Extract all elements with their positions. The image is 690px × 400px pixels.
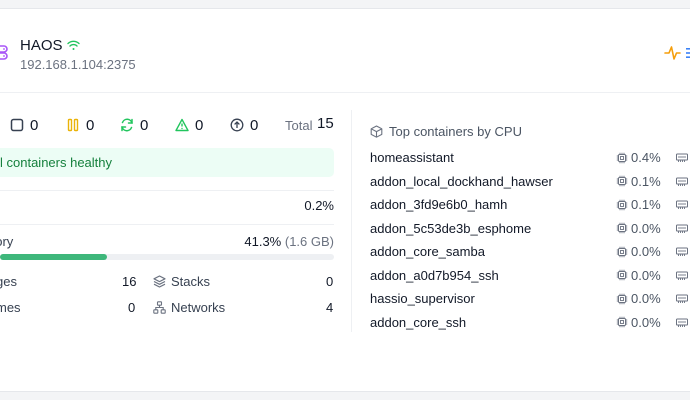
- volumes-count: 0: [128, 300, 136, 315]
- container-cpu: 0.0%: [616, 244, 661, 259]
- container-name[interactable]: hassio_supervisor: [370, 291, 475, 306]
- volumes-label[interactable]: mes: [0, 300, 21, 315]
- cpu-icon: [616, 175, 628, 187]
- container-cpu-value: 0.4%: [631, 150, 661, 165]
- memory-value: 41.3% (1.6 GB): [244, 234, 334, 249]
- container-name[interactable]: addon_a0d7b954_ssh: [370, 267, 499, 283]
- paused-stat[interactable]: 0: [66, 115, 94, 135]
- refresh-icon: [121, 118, 133, 132]
- pending-stat[interactable]: 0: [230, 115, 258, 135]
- cpu-icon: [616, 152, 628, 163]
- container-cpu: 0.0%: [616, 315, 661, 330]
- images-count: 16: [122, 274, 137, 289]
- top-containers-title: Top containers by CPU: [370, 124, 522, 139]
- container-cpu-value: 0.0%: [631, 314, 661, 330]
- pause-icon: [67, 118, 79, 132]
- health-banner: l containers healthy: [0, 148, 334, 177]
- restarting-count: 0: [140, 116, 149, 134]
- memory-label: nory: [0, 234, 14, 249]
- container-row[interactable]: addon_core_ssh 0.0%: [370, 315, 690, 335]
- container-row[interactable]: addon_3fd9e6b0_hamh 0.1%: [370, 197, 690, 217]
- host-address: 192.168.1.104:2375: [20, 57, 136, 72]
- cpu-icon: [616, 293, 628, 304]
- memory-icon: [676, 177, 688, 186]
- memory-bar: [0, 254, 334, 260]
- memory-icon: [676, 247, 688, 256]
- health-text: l containers healthy: [0, 155, 113, 170]
- restarting-stat[interactable]: 0: [120, 115, 148, 135]
- container-cpu: 0.0%: [616, 268, 661, 283]
- networks-count: 4: [326, 300, 334, 315]
- top-containers-title-text: Top containers by CPU: [389, 124, 522, 139]
- stacks-count: 0: [326, 274, 334, 289]
- container-cpu-value: 0.0%: [631, 244, 661, 259]
- container-cpu-value: 0.1%: [631, 173, 661, 189]
- container-name[interactable]: addon_core_ssh: [370, 314, 467, 330]
- square-icon: [10, 118, 24, 132]
- memory-icon: [676, 318, 688, 327]
- stopped-stat[interactable]: 0: [10, 115, 38, 135]
- unhealthy-stat[interactable]: 0: [175, 115, 203, 135]
- container-row[interactable]: addon_a0d7b954_ssh 0.0%: [370, 268, 690, 288]
- alert-triangle-icon: [175, 118, 189, 132]
- container-name[interactable]: addon_local_dockhand_hawser: [370, 173, 553, 189]
- layers-icon: [153, 275, 166, 288]
- paused-count: 0: [86, 116, 95, 134]
- arrow-up-circle-icon: [230, 118, 244, 132]
- cpu-icon: [616, 269, 628, 281]
- cpu-icon: [616, 222, 628, 234]
- divider: [0, 190, 334, 191]
- container-cpu: 0.1%: [616, 174, 661, 189]
- divider: [0, 224, 334, 225]
- stacks-label[interactable]: Stacks: [171, 274, 211, 289]
- memory-amount: (1.6 GB): [284, 234, 334, 249]
- memory-icon: [676, 200, 688, 209]
- column-divider: [351, 110, 352, 332]
- unhealthy-count: 0: [195, 116, 204, 134]
- cpu-icon: [616, 316, 628, 328]
- wifi-icon: [67, 40, 80, 50]
- container-row[interactable]: hassio_supervisor 0.0%: [370, 291, 690, 311]
- networks-label[interactable]: Networks: [171, 300, 226, 315]
- server-icon: [0, 45, 8, 60]
- memory-icon: [676, 224, 688, 233]
- box-icon: [370, 125, 383, 138]
- container-cpu-value: 0.1%: [631, 197, 661, 212]
- container-row[interactable]: addon_local_dockhand_hawser 0.1%: [370, 174, 690, 194]
- stopped-count: 0: [30, 116, 39, 134]
- host-name[interactable]: HAOS: [20, 37, 63, 54]
- cpu-value: 0.2%: [304, 198, 334, 213]
- images-label[interactable]: ges: [0, 274, 17, 289]
- container-name[interactable]: addon_3fd9e6b0_hamh: [370, 197, 508, 212]
- container-row[interactable]: homeassistant 0.4%: [370, 150, 690, 170]
- memory-percent: 41.3%: [244, 234, 282, 249]
- container-name[interactable]: homeassistant: [370, 150, 454, 165]
- network-icon: [153, 301, 166, 314]
- container-row[interactable]: addon_core_samba 0.0%: [370, 244, 690, 264]
- total-count: 15: [317, 115, 334, 132]
- cpu-icon: [616, 246, 628, 257]
- total-label: Total: [285, 118, 313, 133]
- container-cpu: 0.4%: [616, 150, 661, 165]
- host-card: [0, 8, 690, 392]
- memory-icon: [676, 271, 688, 280]
- memory-icon: [676, 153, 688, 162]
- cpu-icon: [616, 199, 628, 210]
- container-name[interactable]: addon_core_samba: [370, 244, 485, 259]
- container-cpu: 0.0%: [616, 291, 661, 306]
- container-name[interactable]: addon_5c53de3b_esphome: [370, 220, 532, 236]
- container-cpu: 0.0%: [616, 221, 661, 236]
- memory-icon: [676, 294, 688, 303]
- container-cpu: 0.1%: [616, 197, 661, 212]
- container-cpu-value: 0.0%: [631, 267, 661, 283]
- container-cpu-value: 0.0%: [631, 220, 661, 236]
- header-divider: [0, 92, 690, 93]
- list-icon[interactable]: [684, 47, 690, 59]
- container-cpu-value: 0.0%: [631, 291, 661, 306]
- activity-icon[interactable]: [664, 45, 681, 61]
- pending-count: 0: [250, 116, 259, 134]
- memory-bar-fill: [0, 254, 107, 260]
- container-row[interactable]: addon_5c53de3b_esphome 0.0%: [370, 221, 690, 241]
